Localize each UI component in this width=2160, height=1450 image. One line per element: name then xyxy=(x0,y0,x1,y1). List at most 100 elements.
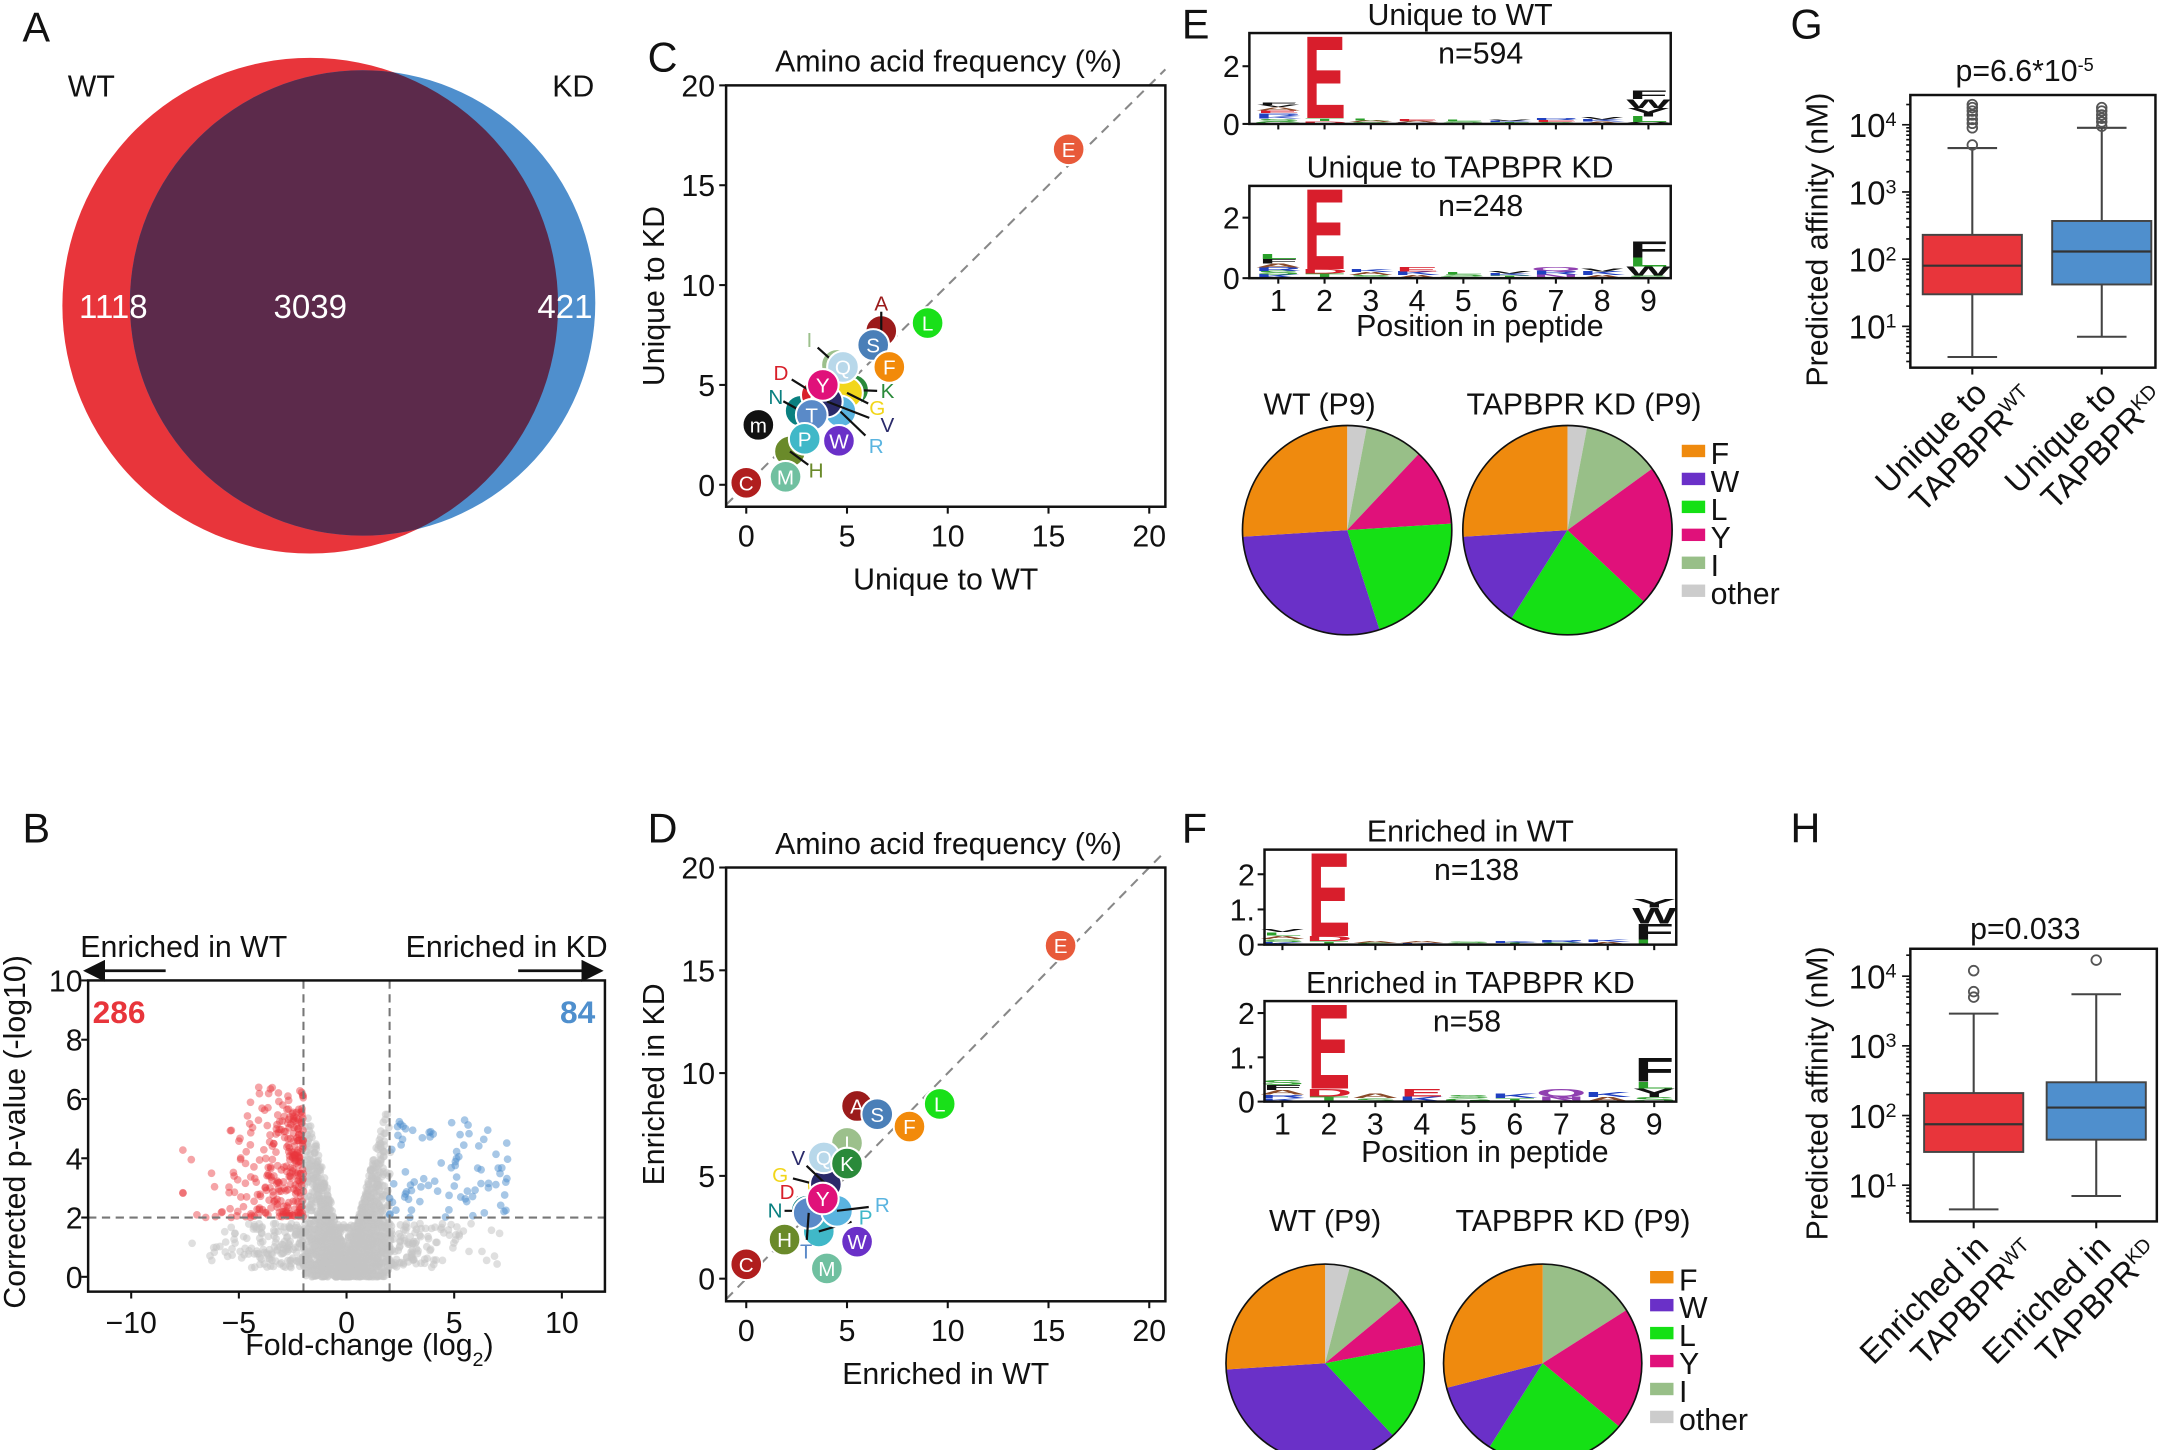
logo-letter-K: K xyxy=(1259,1097,1306,1103)
outlier-point xyxy=(1966,122,1979,134)
logo-letter-G: G xyxy=(1443,1097,1494,1103)
volcano-plot: −10 −5 0 5 10 0 2 4 6 8 10 286 84 Enriched in WT Enric… xyxy=(0,931,608,1371)
logo-letter-E: E xyxy=(1396,266,1439,273)
point-not-significant xyxy=(366,1166,375,1175)
point-not-significant xyxy=(345,1249,354,1257)
point-marker xyxy=(729,1247,764,1282)
point-label: N xyxy=(768,386,783,409)
point-enriched-kd xyxy=(465,1129,473,1138)
point-enriched-wt xyxy=(291,1116,299,1125)
point-enriched-wt xyxy=(282,1167,291,1176)
point-label: E xyxy=(1062,139,1076,162)
point-enriched-wt xyxy=(284,1105,293,1113)
point-not-significant xyxy=(416,1232,425,1241)
point-enriched-wt xyxy=(280,1184,289,1193)
point-enriched-wt xyxy=(258,1205,267,1214)
callout-line xyxy=(846,391,869,405)
logo-letter-D: D xyxy=(1305,934,1352,942)
panel-label-E: E xyxy=(1182,2,1210,48)
point-label: L xyxy=(934,1094,945,1117)
legend-swatch xyxy=(1650,1326,1674,1340)
y-tick-label: 101 xyxy=(1849,1169,1897,1206)
point-marker xyxy=(840,1224,874,1259)
point-enriched-kd xyxy=(429,1130,438,1138)
point-enriched-wt xyxy=(261,1184,270,1192)
point-enriched-kd xyxy=(417,1182,425,1191)
pie-slice-W xyxy=(1463,530,1568,619)
point-enriched-wt xyxy=(277,1125,286,1134)
chart-title: Amino acid frequency (%) xyxy=(775,46,1122,79)
point-not-significant xyxy=(239,1232,248,1241)
point-not-significant xyxy=(311,1241,320,1250)
point-enriched-wt xyxy=(279,1178,288,1186)
pie-title: TAPBPR KD (P9) xyxy=(1466,388,1701,421)
point-enriched-wt xyxy=(247,1209,255,1218)
point-not-significant xyxy=(231,1239,239,1247)
panel-label-H: H xyxy=(1791,806,1821,852)
pie-slice-F xyxy=(1462,425,1568,537)
legend-swatch xyxy=(1681,444,1706,458)
point-enriched-wt xyxy=(292,1197,300,1205)
logo-count: n=594 xyxy=(1438,37,1523,70)
y-tick-label: 102 xyxy=(1849,243,1897,280)
point-enriched-kd xyxy=(401,1167,410,1176)
point-label: I xyxy=(807,329,813,352)
y-tick-label: 2 xyxy=(1238,859,1255,892)
logo-letter-K: K xyxy=(1394,271,1441,277)
point-enriched-wt xyxy=(282,1186,290,1195)
logo-letter-T: T xyxy=(1309,940,1349,946)
p-value-label: p=0.033 xyxy=(1970,913,2080,946)
point-enriched-wt xyxy=(274,1185,283,1193)
pie-chart: TAPBPR KD (P9) xyxy=(1461,388,1701,636)
point-label: K xyxy=(840,1153,854,1176)
logo-letter-L: L xyxy=(1259,253,1298,261)
point-not-significant xyxy=(482,1256,491,1265)
point-not-significant xyxy=(314,1151,323,1160)
point-not-significant xyxy=(300,1193,309,1202)
logo-letter-N: N xyxy=(1533,274,1580,280)
point-enriched-wt xyxy=(284,1198,293,1207)
outlier-point xyxy=(2096,112,2108,124)
point-not-significant xyxy=(379,1234,388,1243)
point-enriched-kd xyxy=(483,1126,492,1134)
panel-label-C: C xyxy=(648,35,678,81)
point-enriched-kd xyxy=(456,1130,464,1139)
point-enriched-wt xyxy=(294,1124,302,1133)
point-not-significant xyxy=(332,1263,340,1271)
legend-label: I xyxy=(1679,1376,1687,1409)
point-enriched-wt xyxy=(266,1085,275,1093)
point-not-significant xyxy=(342,1272,351,1281)
point-not-significant xyxy=(292,1227,301,1236)
point-enriched-wt xyxy=(295,1205,304,1214)
plot-frame xyxy=(724,84,1167,508)
venn-count-wt-only: 1118 xyxy=(79,289,148,326)
point-enriched-wt xyxy=(284,1134,292,1143)
point-not-significant xyxy=(285,1222,293,1231)
pie-slice-W xyxy=(1446,1363,1543,1447)
point-F: F xyxy=(892,1109,927,1144)
point-not-significant xyxy=(313,1191,321,1200)
point-not-significant xyxy=(319,1259,327,1268)
pie-slice-L xyxy=(1325,1344,1425,1436)
y-tick-label-main: 10 xyxy=(1849,1099,1886,1136)
point-not-significant xyxy=(306,1150,315,1158)
point-enriched-wt xyxy=(291,1169,300,1177)
point-enriched-wt xyxy=(279,1208,288,1216)
point-Q: Q xyxy=(826,350,860,384)
point-label: T xyxy=(800,1240,813,1263)
point-enriched-wt xyxy=(250,1174,259,1183)
point-label: A xyxy=(874,292,888,315)
venn-label-kd: KD xyxy=(552,70,594,103)
point-enriched-wt xyxy=(292,1114,301,1122)
point-not-significant xyxy=(453,1223,461,1231)
logo-letter-E: E xyxy=(1400,1086,1443,1098)
point-enriched-wt xyxy=(284,1147,293,1156)
point-enriched-wt xyxy=(288,1153,297,1161)
legend-swatch xyxy=(1681,528,1706,542)
point-enriched-wt xyxy=(285,1123,293,1132)
point-not-significant xyxy=(220,1227,229,1236)
point-enriched-wt xyxy=(272,1130,280,1138)
